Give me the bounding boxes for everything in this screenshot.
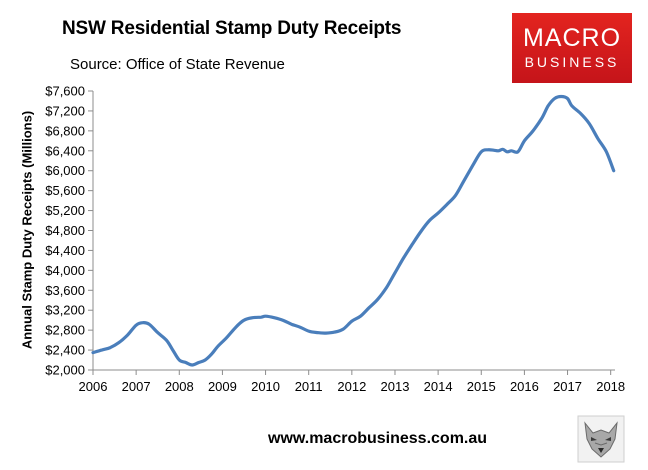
x-tick-label: 2006 [79, 379, 108, 394]
y-tick-label: $5,600 [45, 183, 85, 198]
x-tick-label: 2007 [122, 379, 151, 394]
y-tick-labels: $2,000 $2,400 $2,800 $3,200 $3,600 $4,000 $4,4… [45, 84, 93, 378]
y-tick-label: $3,200 [45, 303, 85, 318]
axes [92, 91, 615, 371]
x-tick-label: 2018 [596, 379, 625, 394]
x-tick-label: 2011 [295, 379, 323, 394]
x-tick-label: 2008 [165, 379, 194, 394]
series-group [91, 94, 616, 367]
y-tick-label: $2,000 [45, 363, 85, 378]
x-tick-labels: 2006 2007 2008 2009 2010 2011 2012 2013 2014 2015… [79, 370, 625, 394]
footer-url[interactable]: www.macrobusiness.com.au [268, 430, 488, 447]
y-tick-label: $6,400 [45, 143, 85, 158]
x-tick-label: 2017 [553, 379, 582, 394]
y-tick-label: $4,000 [45, 263, 85, 278]
y-tick-label: $5,200 [45, 203, 85, 218]
x-tick-label: 2010 [251, 379, 280, 394]
y-tick-label: $6,000 [45, 163, 85, 178]
chart-title: NSW Residential Stamp Duty Receipts [62, 18, 402, 39]
chart-subtitle: Source: Office of State Revenue [70, 56, 285, 73]
wolf-mascot-icon [577, 415, 625, 463]
logo-line-1: MACRO [522, 24, 622, 52]
x-tick-label: 2014 [424, 379, 453, 394]
x-tick-label: 2009 [208, 379, 237, 394]
y-tick-label: $2,800 [45, 323, 85, 338]
series-line [91, 94, 616, 367]
y-tick-label: $6,800 [45, 123, 85, 138]
y-tick-label: $7,200 [45, 103, 85, 118]
logo-line-2: BUSINESS [524, 54, 620, 70]
x-tick-label: 2015 [467, 379, 496, 394]
y-tick-label: $4,400 [45, 243, 85, 258]
x-tick-label: 2016 [510, 379, 539, 394]
macrobusiness-logo: MACRO BUSINESS [512, 13, 632, 83]
x-tick-label: 2013 [381, 379, 410, 394]
y-tick-label: $3,600 [45, 283, 85, 298]
x-tick-label: 2012 [337, 379, 366, 394]
y-tick-label: $2,400 [45, 343, 85, 358]
y-tick-label: $4,800 [45, 223, 85, 238]
y-tick-label: $7,600 [45, 84, 85, 99]
